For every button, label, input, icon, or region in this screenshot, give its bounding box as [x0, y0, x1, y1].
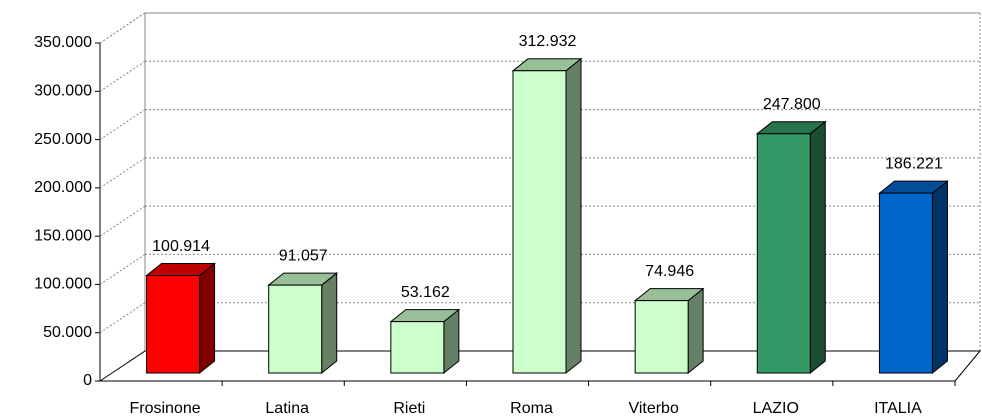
y-tick-label: 100.000	[34, 276, 92, 293]
value-label: 247.800	[763, 96, 821, 113]
bar-side	[809, 120, 826, 375]
bar-front	[268, 284, 323, 374]
bar	[633, 287, 705, 375]
grid-line-side	[99, 109, 146, 140]
grid-line-side	[99, 254, 146, 285]
grid-line-side	[99, 157, 146, 189]
grid-line-side	[99, 302, 146, 334]
bar	[878, 180, 949, 375]
x-tick-label: Latina	[265, 400, 309, 417]
bar-side	[565, 57, 582, 375]
value-label: 312.932	[519, 33, 577, 50]
x-tick-label: Rieti	[393, 400, 425, 417]
y-tick-label: 200.000	[34, 179, 92, 196]
y-tick-label: 150.000	[34, 227, 92, 244]
bar	[755, 120, 827, 375]
x-tick-label: Roma	[510, 400, 553, 417]
value-label: 53.162	[401, 284, 450, 301]
grid-line-side	[99, 205, 146, 237]
y-tick-label: 50.000	[43, 324, 92, 341]
grid-line-side	[99, 12, 146, 44]
bar-side	[687, 287, 704, 375]
x-tick-label: Frosinone	[129, 400, 200, 417]
bar-side	[321, 272, 338, 375]
x-tick-label: ITALIA	[874, 400, 922, 417]
bar	[145, 262, 216, 375]
bar-front	[512, 70, 567, 374]
x-tick-label: LAZIO	[753, 400, 799, 417]
bar	[511, 57, 583, 375]
bar-side	[199, 262, 216, 375]
y-tick-label: 300.000	[34, 83, 92, 100]
value-label: 100.914	[152, 238, 210, 255]
grid-line-side	[99, 60, 146, 92]
value-label: 74.946	[645, 263, 694, 280]
bar-front	[878, 192, 933, 374]
bar	[267, 272, 339, 375]
bar-front	[756, 133, 811, 374]
bar-side	[931, 180, 948, 375]
x-tick-label: Viterbo	[628, 400, 679, 417]
value-label: 186.221	[885, 155, 943, 172]
y-tick-label: 350.000	[34, 34, 92, 51]
y-tick-label: 0	[83, 372, 92, 389]
bar-front	[146, 275, 201, 374]
bar-front	[390, 321, 445, 374]
bar	[389, 308, 461, 375]
bar-front	[634, 300, 689, 374]
y-tick-label: 250.000	[34, 131, 92, 148]
value-label: 91.057	[279, 247, 328, 264]
